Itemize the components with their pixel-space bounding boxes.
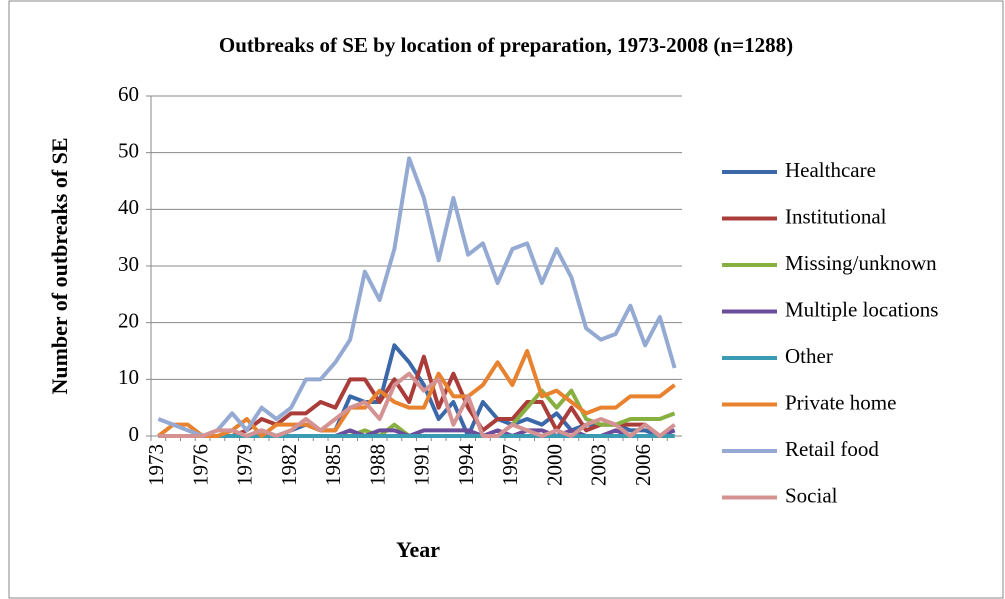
legend-label: Social: [785, 483, 838, 507]
legend-label: Multiple locations: [785, 297, 938, 321]
x-tick-label: 1994: [454, 444, 478, 487]
x-tick-label: 2000: [542, 444, 566, 486]
x-axis-title: Year: [396, 537, 440, 562]
y-tick-label: 20: [118, 308, 139, 332]
x-tick-label: 1976: [188, 444, 212, 486]
y-tick-label: 60: [118, 82, 139, 106]
y-tick-label: 0: [129, 422, 140, 446]
y-tick-label: 40: [118, 195, 139, 219]
x-tick-label: 1979: [233, 444, 257, 486]
y-tick-label: 10: [118, 365, 139, 389]
x-tick-label: 1988: [365, 444, 389, 486]
series-line: [157, 156, 677, 438]
legend-label: Other: [785, 344, 833, 368]
x-tick-label: 1973: [144, 444, 168, 486]
x-tick-label: 1985: [321, 444, 345, 486]
chart-title: Outbreaks of SE by location of preparati…: [219, 33, 793, 57]
legend-label: Healthcare: [785, 158, 876, 182]
x-tick-label: 1997: [498, 444, 522, 486]
series-line: [158, 371, 676, 438]
legend-label: Private home: [785, 390, 896, 414]
y-tick-label: 30: [118, 252, 139, 276]
series-line: [157, 349, 676, 438]
chart-border: [8, 0, 1004, 599]
y-tick-label: 50: [118, 138, 139, 162]
x-tick-label: 2003: [587, 444, 611, 486]
legend-label: Missing/unknown: [785, 251, 937, 275]
y-axis-title: Number of outbreaks of SE: [47, 137, 72, 394]
x-tick-label: 1982: [277, 444, 301, 486]
x-tick-label: 1991: [410, 444, 434, 486]
legend-label: Institutional: [785, 204, 887, 228]
legend-label: Retail food: [785, 437, 879, 461]
x-tick-label: 2006: [631, 444, 655, 486]
